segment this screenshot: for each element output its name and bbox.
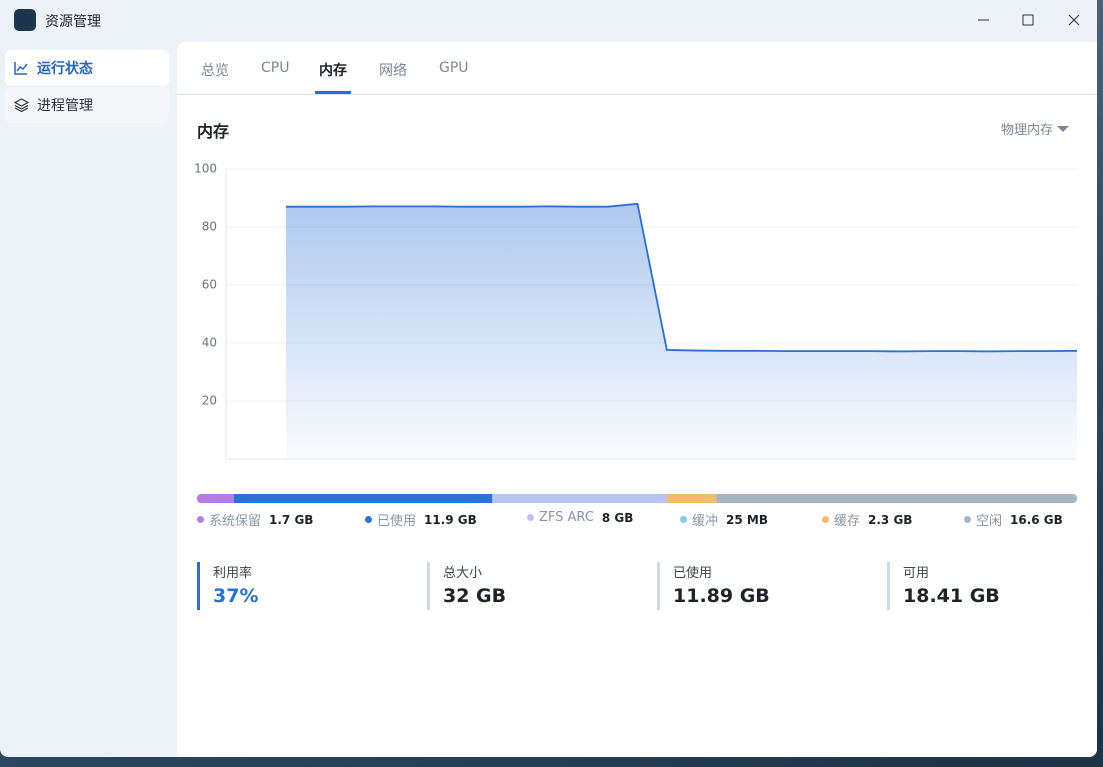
close[interactable] [1068, 14, 1080, 26]
legend-value: 2.3 GB [868, 512, 913, 527]
divider [177, 94, 1097, 95]
bar-segment [197, 494, 234, 503]
stat-value: 37% [213, 585, 259, 607]
bar-segment [666, 494, 717, 503]
y-tick-label: 20 [202, 394, 217, 408]
caret [1057, 125, 1070, 132]
y-tick-label: 60 [202, 278, 217, 292]
label: 运行状态 [37, 61, 93, 77]
window-title: 资源管理 [45, 14, 101, 30]
stat: 总大小 32 GB [427, 562, 506, 610]
legend-dot [964, 516, 971, 523]
legend-label: 缓存 [834, 514, 861, 529]
icon [14, 62, 28, 75]
legend-value: 16.6 GB [1010, 512, 1063, 527]
legend-dot [680, 516, 687, 523]
legend-dot [527, 514, 534, 521]
legend-value: 1.7 GB [269, 512, 314, 527]
legend-value: 8 GB [601, 510, 634, 525]
memory-bar [197, 494, 1077, 503]
legend-item: 系统保留 1.7 GB [197, 510, 313, 529]
line [286, 202, 1078, 353]
bar-segment [666, 494, 667, 503]
legend-item: ZFS ARC 8 GB [527, 510, 633, 525]
stat-value: 11.89 GB [673, 585, 770, 607]
tab[interactable]: 内存 [319, 63, 347, 79]
stat-label: 可用 [903, 566, 930, 581]
tab[interactable]: GPU [439, 60, 469, 76]
stat-label: 已使用 [673, 566, 713, 581]
chart: 20 40 60 80 100 [194, 162, 1078, 460]
stat-label: 利用率 [213, 566, 253, 581]
legend-label: ZFS ARC [539, 510, 594, 525]
legend-item: 缓存 2.3 GB [822, 510, 912, 529]
stat-label: 总大小 [443, 566, 483, 581]
bar-segment [492, 494, 667, 503]
icon [14, 98, 29, 112]
dropdown-label: 物理内存 [1001, 123, 1054, 138]
stat: 已使用 11.89 GB [657, 562, 770, 610]
tab-indicator [315, 91, 351, 94]
stat: 可用 18.41 GB [887, 562, 1000, 610]
bar-segment [716, 494, 1077, 503]
window-controls [978, 14, 1080, 26]
maximize[interactable] [1022, 14, 1034, 26]
sidebar-item[interactable]: 进程管理 [5, 87, 169, 123]
tab[interactable]: 总览 [201, 63, 229, 79]
legend-label: 系统保留 [209, 514, 262, 529]
area [286, 203, 1077, 459]
app-icon [14, 9, 36, 31]
panel-title: 内存 [197, 122, 230, 141]
legend-label: 缓冲 [692, 514, 719, 529]
stat-value: 18.41 GB [903, 585, 1000, 607]
bar-segment [233, 494, 493, 503]
y-tick-label: 40 [202, 336, 217, 350]
dropdown[interactable]: 物理内存 [1001, 119, 1070, 138]
legend-value: 25 MB [726, 512, 768, 527]
legend-label: 空闲 [976, 514, 1003, 529]
tab[interactable]: 网络 [379, 63, 407, 79]
legend-dot [822, 516, 829, 523]
legend-value: 11.9 GB [424, 512, 477, 527]
stat-value: 32 GB [443, 585, 507, 607]
stat: 利用率 37% [197, 562, 258, 610]
legend-label: 已使用 [377, 514, 417, 529]
legend-dot [365, 516, 372, 523]
legend-dot [197, 516, 204, 523]
y-tick-label: 80 [202, 220, 217, 234]
sidebar-item[interactable]: 运行状态 [5, 50, 169, 86]
label: 进程管理 [37, 98, 93, 114]
legend-item: 已使用 11.9 GB [365, 510, 477, 529]
legend-item: 空闲 16.6 GB [964, 510, 1063, 529]
tab[interactable]: CPU [261, 60, 290, 76]
y-tick-label: 100 [194, 162, 217, 176]
legend-item: 缓冲 25 MB [680, 510, 768, 529]
